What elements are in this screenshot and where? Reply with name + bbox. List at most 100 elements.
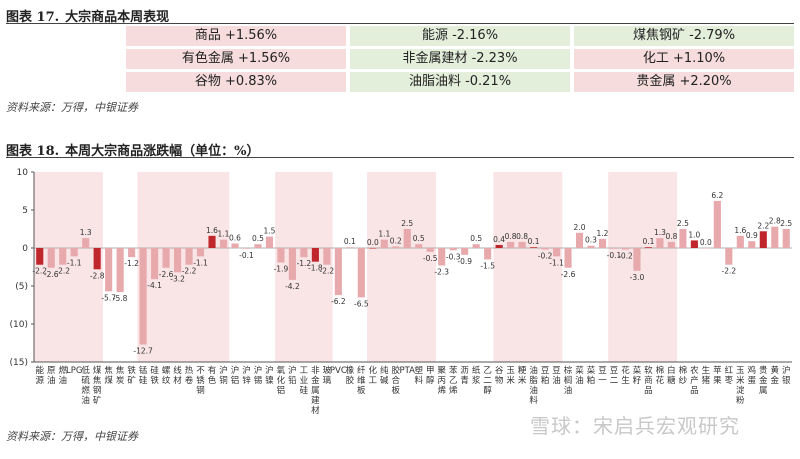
y-tick-label: (5): [15, 282, 28, 292]
bar-软商品: [644, 247, 652, 248]
bar-玉米淀粉: [736, 235, 744, 248]
x-tick-label-line: 一: [598, 376, 607, 386]
data-label: 0.3: [585, 236, 597, 245]
group-band: [367, 172, 436, 362]
x-tick-label: 塑: [414, 366, 423, 376]
x-tick-label: 化: [369, 365, 378, 376]
bar-化工: [369, 248, 377, 249]
bar-花生: [621, 248, 630, 250]
x-tick-label: 粳: [518, 365, 527, 376]
data-label: 2.5: [780, 219, 792, 228]
table-cell: 能源 -2.16%: [350, 26, 570, 46]
bar-非金属建材: [311, 248, 319, 262]
x-tick-label-line: 建: [311, 395, 320, 406]
x-tick-label-line: 油: [564, 385, 573, 396]
x-tick-label-line: 脂: [529, 375, 538, 386]
figure-17-number: 图表 17.: [6, 10, 60, 25]
x-tick-label-line: 焦: [93, 375, 102, 386]
x-tick-label-line: 品: [690, 386, 699, 396]
x-tick-label-line: 青: [460, 375, 469, 386]
x-tick-label-line: 二: [483, 376, 492, 386]
bar-纤维板: [357, 248, 365, 298]
data-label: -2.2: [55, 267, 70, 276]
bar-白糖: [667, 241, 675, 248]
bar-沪锌: [242, 248, 251, 249]
x-tick-label-line: 花: [656, 375, 665, 386]
bar-沪镍: [265, 236, 273, 248]
x-tick-label: 鸡: [748, 365, 757, 376]
x-tick-label: 花: [621, 365, 630, 376]
x-tick-label: 玻: [323, 365, 332, 376]
bar-鸡蛋: [748, 241, 756, 248]
data-label: -0.1: [239, 251, 254, 260]
x-tick-label-line: 钢: [93, 385, 102, 396]
figure-18-source: 资料来源：万得，中银证券: [6, 430, 138, 443]
x-tick-label-line: 合: [392, 375, 401, 386]
bar-黄金: [771, 226, 779, 248]
data-label: 0.9: [746, 231, 758, 240]
bar-红枣: [725, 248, 733, 265]
x-tick-label-line: 粉: [736, 395, 745, 406]
x-tick-label-line: 钢: [196, 385, 205, 396]
bar-生猪: [702, 248, 710, 249]
data-label: -0.2: [538, 252, 553, 261]
x-tick-label: 沪: [231, 365, 240, 376]
data-label: -4.2: [285, 282, 300, 291]
x-tick-label-line: 维: [357, 375, 366, 386]
bar-苹果: [713, 200, 721, 248]
table-cell: 煤焦钢矿 -2.79%: [574, 26, 794, 46]
data-label: -0.5: [423, 254, 438, 263]
x-tick-label-line: 米: [518, 375, 527, 386]
x-tick-label-line: 油: [529, 385, 538, 396]
x-tick-label-line: 属: [759, 386, 768, 396]
y-tick-label: 0: [22, 244, 28, 254]
x-tick-label-line: 碱: [380, 376, 389, 386]
data-label: 0.0: [367, 238, 379, 247]
x-tick-label-line: 铁: [150, 375, 159, 386]
x-tick-label: 乙: [483, 366, 492, 376]
bar-不锈钢: [196, 248, 205, 257]
x-tick-label-line: 油: [575, 375, 584, 386]
data-label: 0.1: [642, 237, 654, 246]
bar-铁矿: [128, 248, 136, 258]
x-tick-label-line: 油: [58, 375, 67, 386]
x-tick-label: 棉: [679, 365, 688, 376]
x-tick-label: LPG: [66, 366, 82, 376]
x-tick-label-line: 料: [529, 395, 538, 406]
x-tick-label: 硅: [150, 365, 159, 376]
data-label: 1.1: [218, 230, 230, 239]
bar-线材: [174, 248, 182, 273]
figure-18-top-rule: [6, 157, 794, 158]
data-label: 1.0: [688, 230, 700, 239]
data-label: 0.4: [493, 235, 505, 244]
bar-谷物: [495, 244, 503, 248]
figure-17-title: 图表 17. 大宗商品本周表现: [6, 6, 169, 25]
x-tick-label: 菜: [633, 365, 642, 376]
x-tick-label-line: 粕: [587, 375, 596, 386]
x-tick-label-line: 蛋: [748, 376, 757, 386]
bar-豆粕: [541, 248, 549, 250]
x-tick-label: 能: [35, 365, 44, 376]
figure-17-top-rule: [6, 23, 794, 24]
x-tick-label-line: 硅: [300, 385, 309, 396]
x-tick-label-line: 锈: [196, 375, 205, 386]
x-tick-label: 纸: [472, 365, 481, 376]
bar-菜粕: [587, 245, 595, 248]
x-tick-label-line: 煤: [104, 375, 113, 386]
x-tick-label: 锰: [139, 365, 148, 376]
x-tick-label: 非: [311, 365, 320, 376]
x-tick-label-line: 金: [771, 375, 780, 386]
x-tick-label-line: 产: [690, 375, 699, 386]
x-tick-label-line: 油: [81, 395, 90, 406]
bar-纯碱: [380, 239, 388, 248]
x-tick-label-line: 板: [357, 385, 366, 396]
x-tick-label: 焦: [104, 365, 113, 376]
bar-纸浆: [472, 244, 480, 248]
x-tick-label: 沪: [782, 365, 791, 376]
x-tick-label-line: 硅: [139, 375, 148, 386]
x-tick-label: 沪: [265, 365, 274, 376]
data-label: 1.1: [378, 230, 390, 239]
data-label: -2.2: [320, 267, 335, 276]
x-tick-label: 农: [690, 365, 699, 376]
x-tick-label: 菜: [587, 365, 596, 376]
